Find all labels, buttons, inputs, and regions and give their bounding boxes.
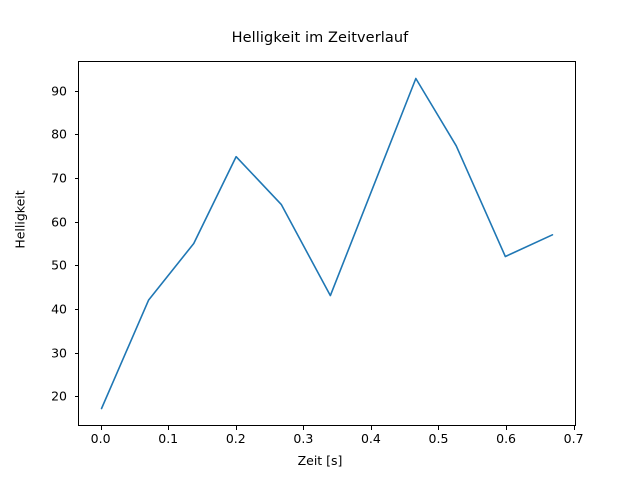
y-tick-label: 20	[51, 388, 67, 404]
y-tick-mark	[74, 308, 78, 310]
x-tick-mark	[506, 426, 508, 430]
chart-title: Helligkeit im Zeitverlauf	[231, 30, 409, 46]
y-tick-label: 60	[51, 214, 67, 230]
y-tick-mark	[74, 134, 78, 136]
plot-area	[78, 61, 576, 426]
y-tick-mark	[74, 265, 78, 267]
y-tick-label: 40	[51, 301, 67, 317]
x-tick-label: 0.4	[360, 431, 381, 446]
x-tick-label: 0.0	[90, 431, 111, 446]
y-tick-mark	[74, 90, 78, 92]
x-tick-label: 0.7	[563, 431, 584, 446]
x-tick-mark	[235, 426, 237, 430]
y-tick-mark	[74, 396, 78, 398]
x-tick-mark	[303, 426, 305, 430]
x-tick-label: 0.2	[225, 431, 246, 446]
x-tick-mark	[168, 426, 170, 430]
y-tick-mark	[74, 221, 78, 223]
x-tick-mark	[438, 426, 440, 430]
y-tick-label: 90	[51, 83, 67, 99]
y-tick-mark	[74, 352, 78, 354]
y-tick-label: 50	[51, 257, 67, 273]
series-line-helligkeit	[100, 77, 554, 410]
x-tick-label: 0.5	[428, 431, 449, 446]
y-tick-label: 80	[51, 126, 67, 142]
data-line-series	[100, 77, 554, 410]
y-tick-label: 30	[51, 345, 67, 361]
x-tick-mark	[573, 426, 575, 430]
y-axis-label: Helligkeit	[12, 190, 28, 249]
x-tick-mark	[100, 426, 102, 430]
x-tick-label: 0.3	[293, 431, 314, 446]
x-tick-mark	[370, 426, 372, 430]
x-axis-label: Zeit [s]	[297, 453, 343, 468]
x-tick-label: 0.6	[496, 431, 517, 446]
y-tick-label: 70	[51, 170, 67, 186]
y-tick-mark	[74, 178, 78, 179]
x-tick-label: 0.1	[158, 431, 179, 446]
